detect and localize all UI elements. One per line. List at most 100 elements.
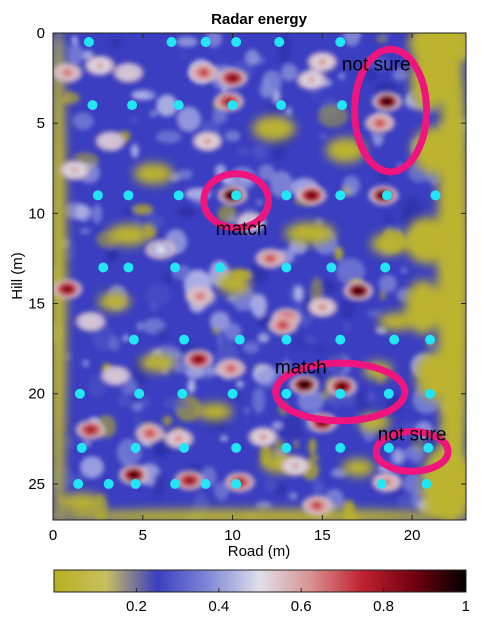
- texture-speck: [214, 482, 230, 501]
- texture-speck: [75, 204, 92, 222]
- colorbar-tick-label: 0.4: [208, 598, 229, 615]
- sample-point: [281, 190, 292, 201]
- sample-point: [430, 190, 441, 201]
- hotspot: [215, 358, 246, 379]
- hotspot: [371, 91, 402, 112]
- annotation: match: [200, 170, 272, 240]
- texture-speck: [110, 37, 122, 49]
- texture-speck: [378, 274, 398, 293]
- sample-point: [335, 388, 346, 399]
- x-tick-label: 0: [49, 527, 57, 544]
- hotspot: [118, 464, 149, 485]
- texture-speck: [245, 49, 260, 66]
- sample-point: [74, 388, 85, 399]
- y-tick-label: 25: [28, 476, 45, 493]
- texture-speck: [280, 63, 298, 82]
- sample-point: [276, 100, 287, 111]
- texture-speck: [162, 397, 188, 410]
- texture-speck: [343, 33, 362, 47]
- hotspot: [183, 349, 214, 370]
- sample-point: [383, 442, 394, 453]
- sample-point: [376, 478, 387, 489]
- y-tick-label: 5: [37, 115, 45, 132]
- texture-speck: [294, 286, 303, 301]
- texture-speck: [233, 307, 239, 316]
- low-energy-region: [404, 280, 441, 335]
- texture-speck: [334, 246, 344, 261]
- y-tick-label: 20: [28, 386, 45, 403]
- sample-point: [423, 442, 434, 453]
- sample-point: [337, 100, 348, 111]
- texture-speck: [130, 398, 143, 404]
- x-tick-label: 10: [224, 527, 241, 544]
- texture-speck: [122, 334, 129, 342]
- texture-speck: [224, 130, 241, 142]
- texture-speck: [293, 335, 307, 350]
- hotspot: [364, 113, 395, 134]
- texture-speck: [344, 321, 350, 333]
- colorbar-tick-label: 0.6: [291, 598, 312, 615]
- sample-point: [281, 262, 292, 273]
- texture-speck: [267, 101, 277, 119]
- sample-point: [170, 262, 181, 273]
- hotspot: [343, 280, 374, 301]
- hotspot: [174, 470, 205, 491]
- texture-speck: [285, 106, 293, 117]
- sample-point: [381, 190, 392, 201]
- hotspot: [280, 455, 311, 476]
- low-energy-region: [196, 402, 233, 421]
- texture-speck: [108, 336, 120, 352]
- texture-speck: [252, 387, 266, 414]
- texture-speck: [136, 322, 143, 331]
- texture-speck: [340, 299, 355, 320]
- texture-speck: [251, 145, 267, 160]
- sample-point: [130, 442, 141, 453]
- texture-speck: [177, 169, 193, 180]
- texture-speck: [244, 406, 250, 415]
- texture-speck: [64, 436, 76, 449]
- low-energy-region: [53, 509, 466, 520]
- texture-speck: [130, 116, 140, 125]
- low-energy-region: [378, 312, 414, 331]
- low-energy-region: [325, 137, 366, 163]
- sample-point: [231, 442, 242, 453]
- low-energy-region: [252, 115, 296, 142]
- texture-speck: [72, 112, 94, 130]
- texture-speck: [162, 415, 173, 427]
- texture-speck: [392, 67, 408, 82]
- texture-speck: [236, 380, 244, 388]
- low-energy-region: [53, 33, 67, 520]
- colorbar-tick-label: 0.2: [126, 598, 147, 615]
- sample-point: [123, 190, 134, 201]
- sample-point: [83, 37, 94, 48]
- texture-speck: [255, 501, 272, 511]
- sample-point: [200, 478, 211, 489]
- sample-point: [234, 334, 245, 345]
- x-tick-label: 15: [314, 527, 331, 544]
- texture-speck: [383, 214, 394, 224]
- texture-speck: [401, 266, 408, 274]
- texture-speck: [376, 34, 388, 44]
- texture-speck: [155, 130, 182, 144]
- texture-speck: [153, 472, 165, 498]
- texture-speck: [149, 110, 158, 117]
- texture-speck: [265, 478, 278, 492]
- texture-speck: [82, 359, 90, 367]
- sample-points: [73, 37, 441, 489]
- texture-speck: [176, 207, 196, 218]
- hotspot: [134, 423, 165, 444]
- sample-point: [134, 388, 145, 399]
- texture-speck: [260, 78, 273, 99]
- texture-speck: [375, 326, 388, 334]
- hotspot: [296, 185, 327, 206]
- texture-speck: [319, 133, 327, 139]
- sample-point: [130, 478, 141, 489]
- sample-point: [170, 478, 181, 489]
- hotspot: [163, 428, 194, 449]
- y-axis-label: Hill (m): [9, 252, 26, 299]
- texture-speck: [342, 175, 361, 196]
- hotspot: [53, 279, 83, 300]
- texture-speck: [257, 332, 270, 343]
- hotspot: [255, 248, 286, 269]
- texture-speck: [236, 146, 251, 156]
